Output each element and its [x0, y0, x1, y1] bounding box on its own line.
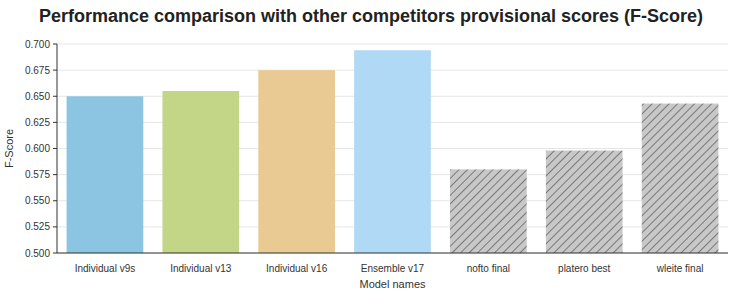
bars: [67, 50, 719, 253]
tick-mark: [53, 122, 57, 123]
tick-label: 0.625: [25, 117, 50, 128]
category-label: Individual v13: [170, 263, 232, 274]
bar: [258, 70, 335, 253]
bar: [642, 104, 719, 253]
category-label: platero best: [558, 263, 610, 274]
bar: [546, 151, 623, 253]
grid-line: [57, 253, 728, 254]
y-axis: [57, 44, 58, 253]
chart: Performance comparison with other compet…: [0, 0, 742, 297]
tick-mark: [53, 200, 57, 201]
tick-label: 0.550: [25, 195, 50, 206]
tick-label: 0.575: [25, 169, 50, 180]
tick-mark: [53, 96, 57, 97]
bar: [162, 91, 239, 253]
bar: [67, 96, 144, 253]
bar: [354, 50, 431, 253]
y-axis-label: F-Score: [3, 129, 15, 168]
tick-mark: [53, 226, 57, 227]
tick-mark: [53, 253, 57, 254]
category-label: Ensemble v17: [361, 263, 425, 274]
category-label: nofto final: [467, 263, 510, 274]
tick-label: 0.700: [25, 39, 50, 50]
tick-mark: [53, 70, 57, 71]
x-axis: [57, 253, 728, 254]
tick-label: 0.500: [25, 248, 50, 259]
title: Performance comparison with other compet…: [39, 6, 703, 26]
tick-mark: [53, 44, 57, 45]
x-axis-label: Model names: [359, 278, 426, 290]
tick-mark: [53, 174, 57, 175]
category-label: Individual v9s: [75, 263, 136, 274]
tick-label: 0.525: [25, 221, 50, 232]
bar: [450, 169, 527, 253]
tick-label: 0.600: [25, 143, 50, 154]
tick-mark: [53, 148, 57, 149]
tick-label: 0.650: [25, 91, 50, 102]
category-label: Individual v16: [266, 263, 328, 274]
grid-line: [57, 44, 728, 45]
tick-label: 0.675: [25, 65, 50, 76]
category-label: wleite final: [656, 263, 704, 274]
